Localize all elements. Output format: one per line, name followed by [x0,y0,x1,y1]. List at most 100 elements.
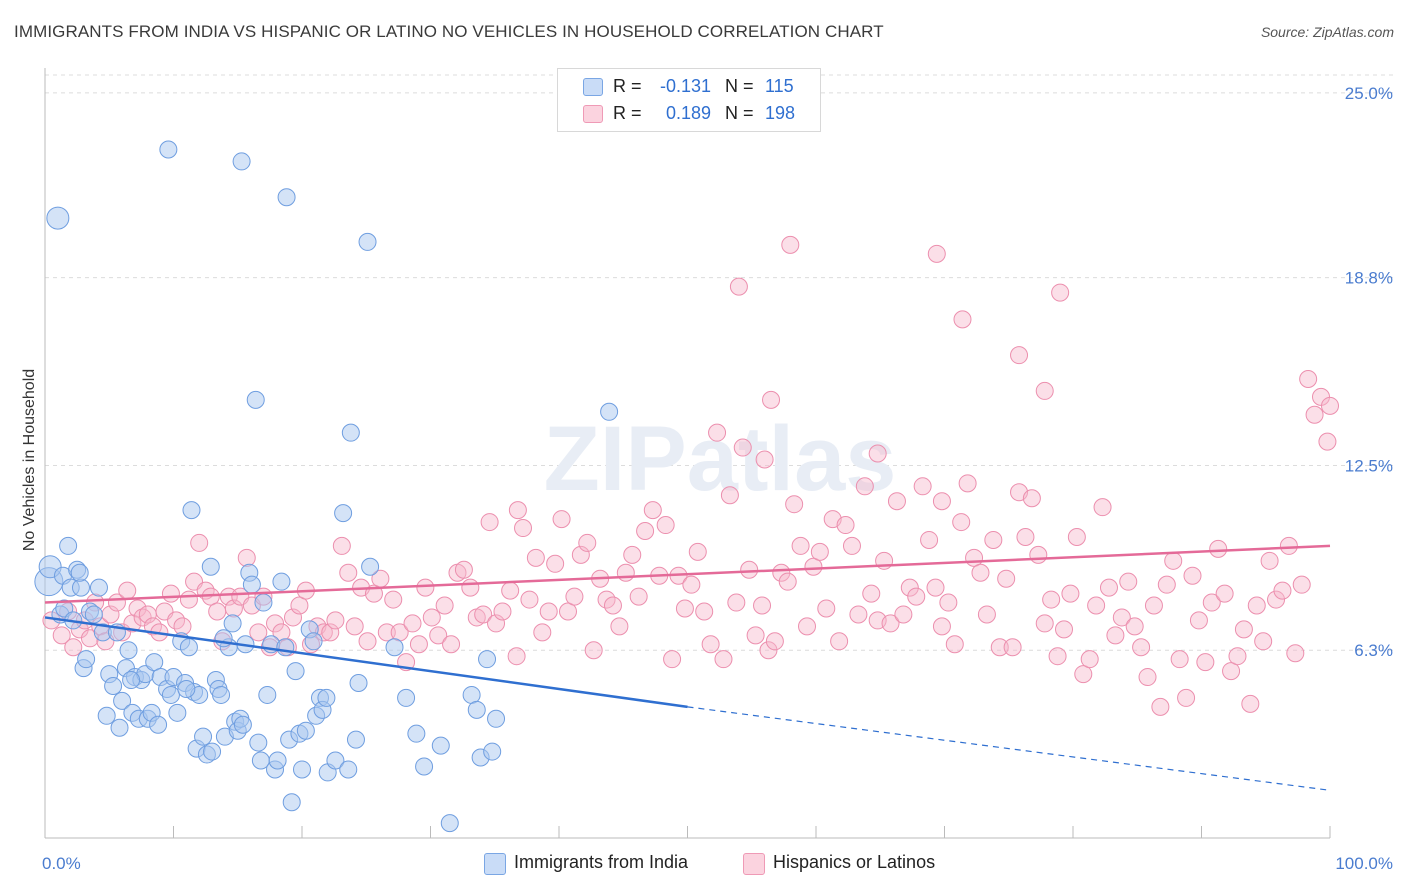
data-point-hispanic [708,423,727,442]
data-point-hispanic [855,477,874,496]
n-label: N = [725,76,754,96]
data-point-hispanic [868,444,887,463]
data-point-hispanic [571,545,590,564]
data-point-india [77,650,96,669]
data-point-hispanic [133,608,152,627]
data-point-hispanic [266,614,285,633]
data-point-hispanic [1202,593,1221,612]
data-point-hispanic [643,501,662,520]
data-point-india [119,641,138,660]
data-point-india [254,593,273,612]
data-point-hispanic [1035,614,1054,633]
data-point-hispanic [629,587,648,606]
data-point-hispanic [1112,608,1131,627]
data-point-hispanic [321,623,340,642]
data-point-hispanic [1247,596,1266,615]
data-point-hispanic [1292,575,1311,594]
data-point-hispanic [927,244,946,263]
r-value: 0.189 [665,103,711,123]
data-point-hispanic [526,548,545,567]
data-point-hispanic [729,277,748,296]
data-point-hispanic [290,596,309,615]
data-point-hispanic [798,617,817,636]
data-point-hispanic [603,596,622,615]
india-legend-swatch [484,853,506,875]
data-point-india [286,662,305,681]
data-point-india [293,760,311,779]
data-point-hispanic [727,593,746,612]
data-point-hispanic [461,578,480,597]
data-point-hispanic [208,602,227,621]
data-point-india [407,724,426,743]
data-point-india [258,685,277,704]
data-point-india [600,402,619,421]
data-point-hispanic [740,560,759,579]
data-point-hispanic [977,605,996,624]
data-point-hispanic [920,530,939,549]
hispanic-legend-swatch [743,853,765,875]
data-point-hispanic [493,602,512,621]
data-point-india [203,742,222,761]
data-point-hispanic [128,599,147,618]
data-point-india [358,232,377,251]
data-point-india [277,188,296,207]
data-point-india [346,730,365,749]
data-point-india [110,718,129,737]
data-point-hispanic [1067,527,1086,546]
data-point-hispanic [952,513,971,532]
data-point-hispanic [508,501,527,520]
data-point-hispanic [284,608,303,627]
data-point-hispanic [1074,665,1093,684]
data-point-hispanic [1234,620,1253,639]
data-point-hispanic [1087,596,1106,615]
data-point-hispanic [1254,632,1273,651]
data-point-hispanic [1170,650,1189,669]
data-point-hispanic [753,596,772,615]
data-point-hispanic [332,536,351,555]
data-point-india [467,700,486,719]
data-point-india [84,605,103,624]
data-point-hispanic [345,617,364,636]
data-point-hispanic [714,650,733,669]
data-point-hispanic [487,614,506,633]
data-point-hispanic [842,536,861,555]
n-value: 198 [765,103,796,123]
data-point-hispanic [454,560,473,579]
y-tick-label: 18.8% [1345,269,1393,288]
data-point-hispanic [945,635,964,654]
data-point-india [70,563,89,582]
data-point-india [212,685,231,704]
hispanic-swatch [583,105,603,123]
data-point-india [339,760,358,779]
data-point-hispanic [1305,405,1324,424]
data-point-hispanic [1279,536,1298,555]
data-point-hispanic [1260,551,1279,570]
data-point-hispanic [190,533,209,552]
india-swatch [583,78,603,96]
data-point-hispanic [520,590,539,609]
data-point-hispanic [480,513,499,532]
data-point-india [249,733,268,752]
data-point-hispanic [663,650,682,669]
data-point-india [478,650,497,669]
trend-line-hispanic [44,544,1331,604]
data-point-hispanic [1215,584,1234,603]
data-point-india [201,557,220,576]
data-point-hispanic [565,587,584,606]
data-point-hispanic [1321,396,1339,415]
data-point-india [182,501,201,520]
data-point-hispanic [616,563,635,582]
data-point-hispanic [881,614,900,633]
data-point-hispanic [1125,617,1144,636]
data-point-hispanic [701,635,720,654]
data-point-hispanic [1035,381,1054,400]
data-point-india [113,691,132,710]
data-point-india [223,614,242,633]
india-legend-label: Immigrants from India [514,852,689,872]
data-point-hispanic [1080,650,1099,669]
data-point-india [59,536,78,555]
n-value: 115 [765,76,794,96]
y-tick-label: 12.5% [1345,456,1393,475]
source-label: Source: ZipAtlas.com [1260,24,1394,40]
